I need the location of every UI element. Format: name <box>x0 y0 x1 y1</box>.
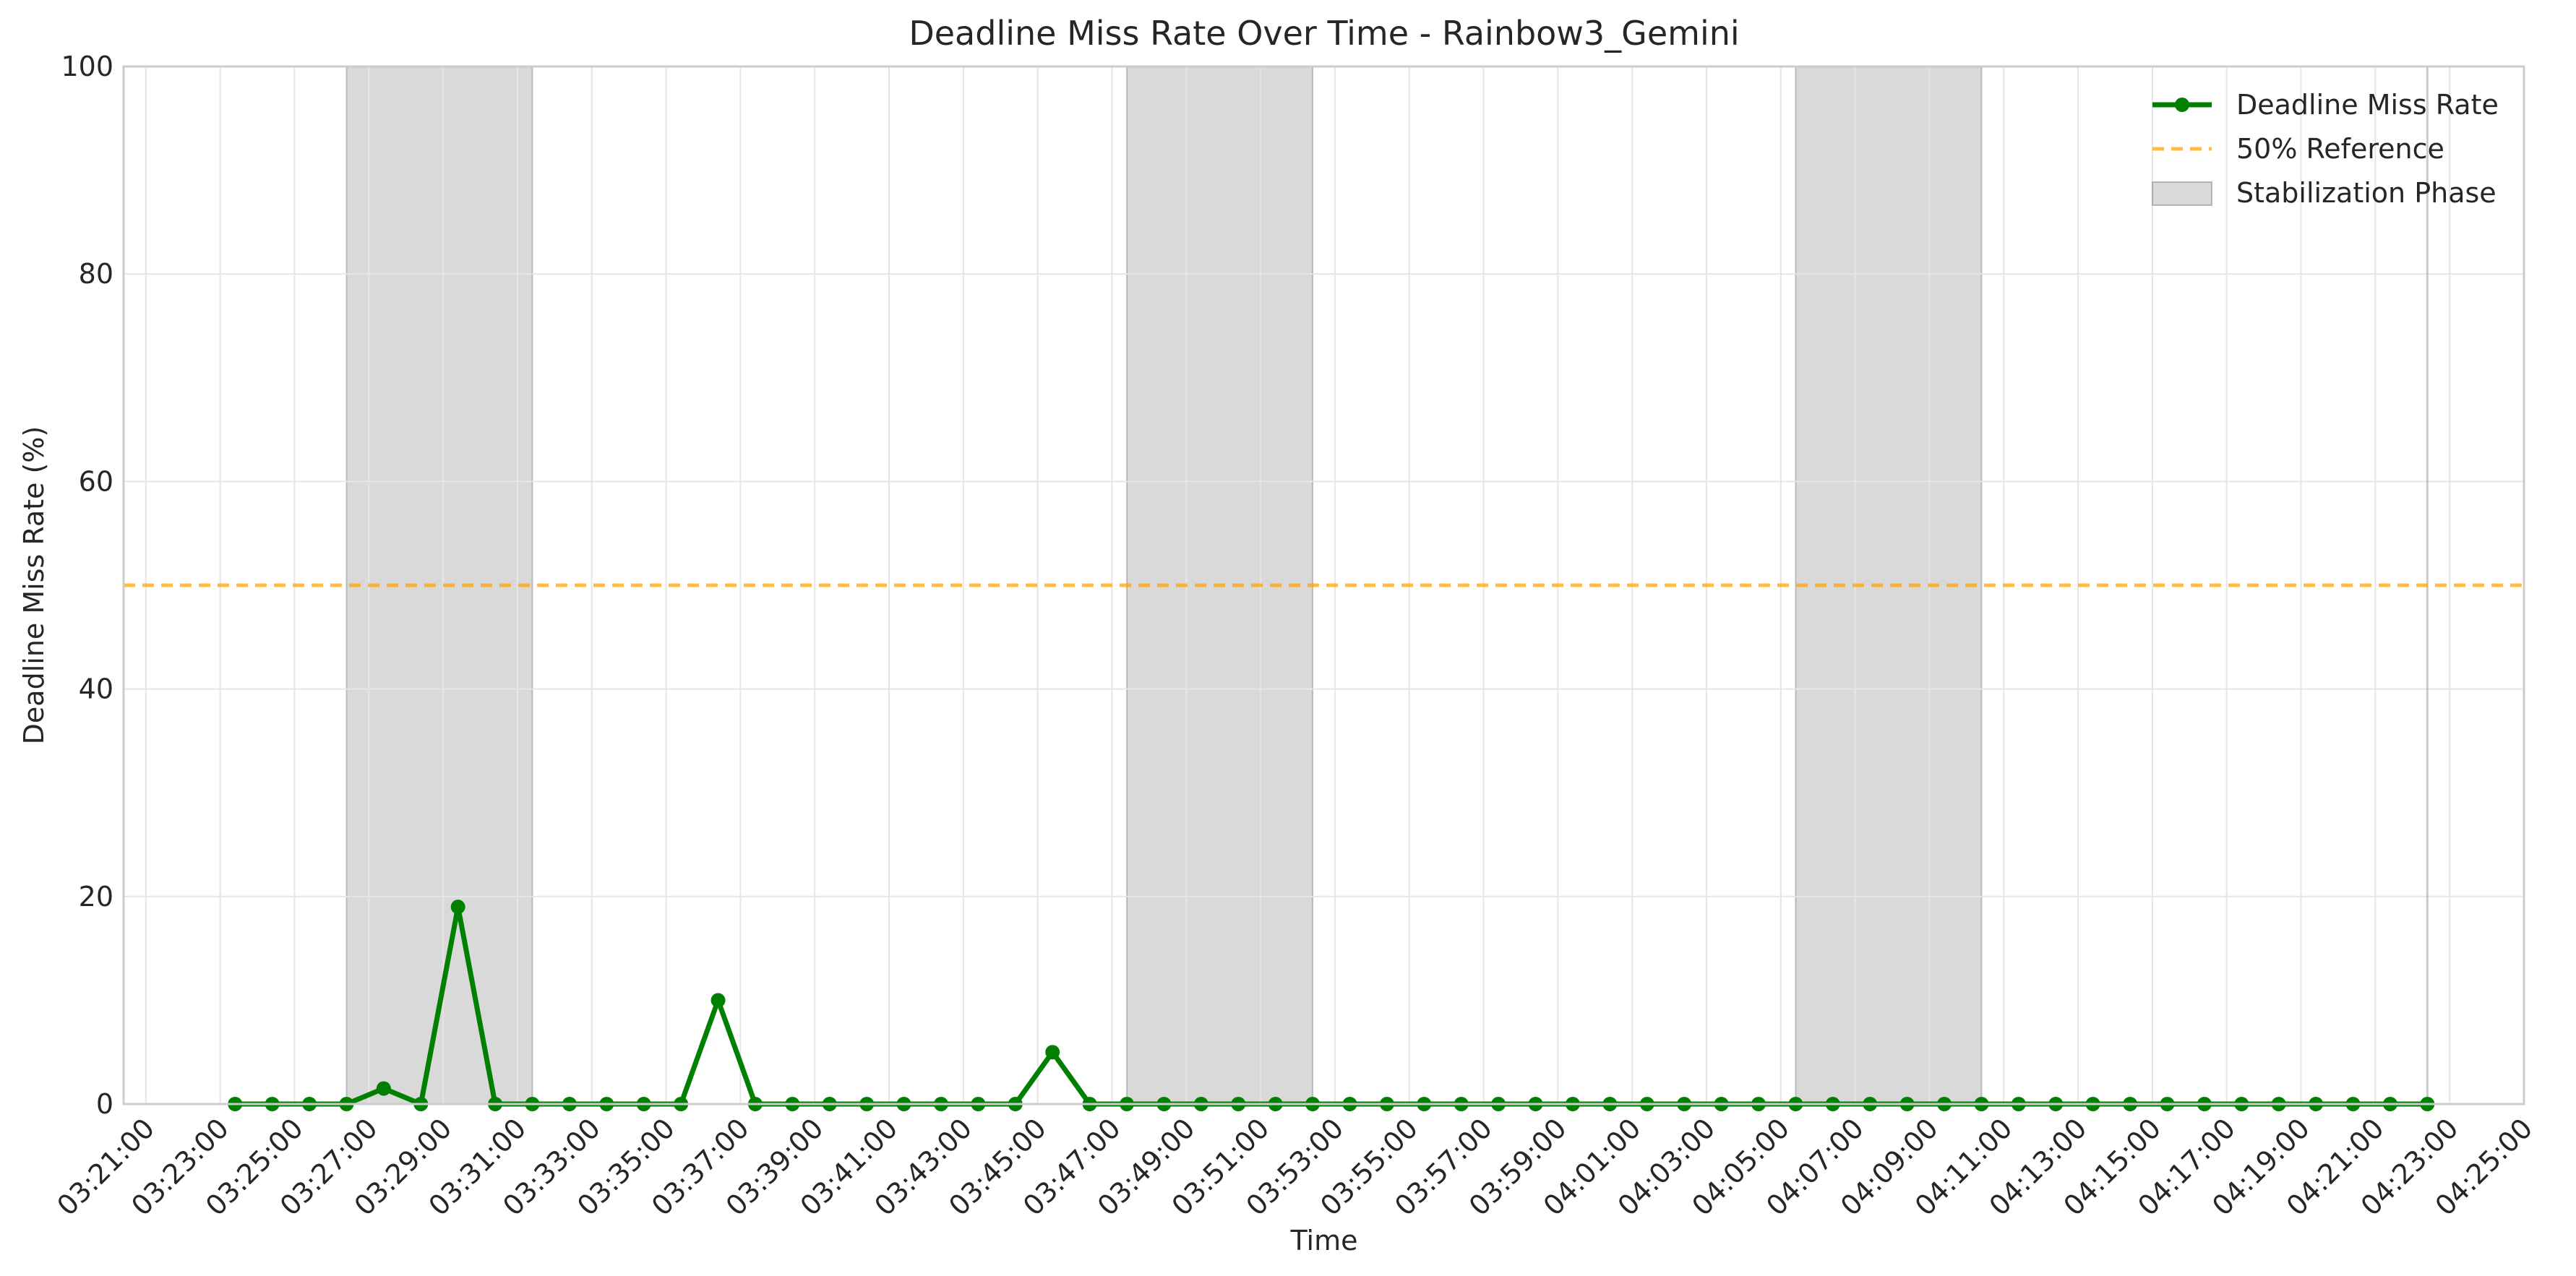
y-tick-label-5: 100 <box>61 51 113 82</box>
x-axis-label: Time <box>1290 1225 1358 1256</box>
data-point-4 <box>376 1081 391 1096</box>
legend-swatch-stabilization <box>2152 181 2212 206</box>
y-tick-label-4: 80 <box>79 258 113 290</box>
data-point-22 <box>1045 1045 1060 1060</box>
x-tick-labels: 03:21:0003:23:0003:25:0003:27:0003:29:00… <box>51 1112 2538 1222</box>
legend-marker-miss-rate <box>2175 98 2189 112</box>
y-tick-label-1: 20 <box>79 881 113 913</box>
chart-legend: Deadline Miss Rate 50% Reference Stabili… <box>2152 89 2499 209</box>
legend-label-miss-rate: Deadline Miss Rate <box>2236 89 2499 121</box>
y-tick-label-3: 60 <box>79 465 113 497</box>
data-point-6 <box>450 900 465 915</box>
data-point-13 <box>710 993 726 1008</box>
y-tick-label-0: 0 <box>96 1088 113 1120</box>
legend-label-reference: 50% Reference <box>2236 133 2444 165</box>
plot-border <box>122 65 2525 1105</box>
legend-label-stabilization: Stabilization Phase <box>2236 177 2496 209</box>
y-tick-labels: 0 20 40 60 80 100 <box>61 51 113 1120</box>
y-axis-label: Deadline Miss Rate (%) <box>18 426 50 745</box>
y-tick-label-2: 40 <box>79 673 113 705</box>
chart-title: Deadline Miss Rate Over Time - Rainbow3_… <box>909 14 1739 53</box>
plot-frame <box>122 65 2525 1105</box>
